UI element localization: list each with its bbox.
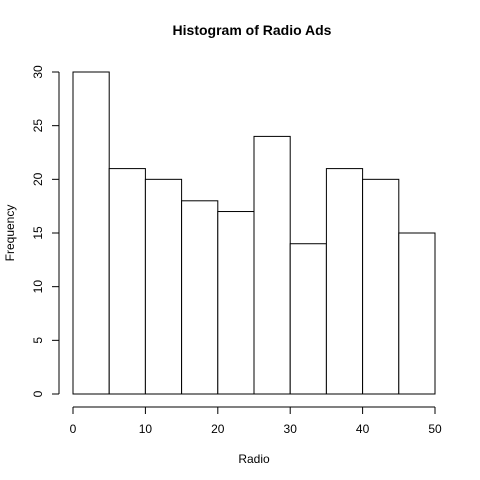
- y-tick-label-0: 0: [31, 390, 45, 397]
- x-tick-label-50: 50: [428, 422, 442, 436]
- histogram-bar-7: [325, 168, 364, 395]
- histogram-bar-3: [181, 200, 219, 395]
- y-tick-label-5: 5: [31, 337, 45, 344]
- histogram-bar-0: [72, 71, 110, 395]
- histogram-bar-1: [108, 168, 146, 395]
- x-tick-label-40: 40: [356, 422, 370, 436]
- x-tick-label-20: 20: [211, 422, 225, 436]
- histogram-bar-6: [289, 243, 327, 395]
- x-tick-label-30: 30: [284, 422, 298, 436]
- y-tick-label-20: 20: [31, 172, 45, 186]
- histogram-bar-2: [144, 178, 183, 395]
- histogram-bar-5: [253, 135, 291, 395]
- x-axis: 0 10 20 30 40 50: [70, 406, 442, 436]
- histogram-bar-9: [398, 232, 436, 395]
- y-tick-label-30: 30: [31, 65, 45, 79]
- y-tick-label-10: 10: [31, 280, 45, 294]
- y-axis: 0 5 10 15 20 25 30: [31, 65, 60, 397]
- bar-group: [72, 71, 436, 395]
- y-axis-label: Frequency: [3, 205, 17, 262]
- x-axis-label: Radio: [238, 452, 270, 466]
- histogram-bar-4: [217, 211, 255, 395]
- histogram-bar-8: [362, 178, 400, 395]
- x-tick-label-10: 10: [139, 422, 153, 436]
- chart-title: Histogram of Radio Ads: [173, 22, 332, 38]
- x-tick-label-0: 0: [70, 422, 77, 436]
- y-tick-label-25: 25: [31, 119, 45, 133]
- y-tick-label-15: 15: [31, 226, 45, 240]
